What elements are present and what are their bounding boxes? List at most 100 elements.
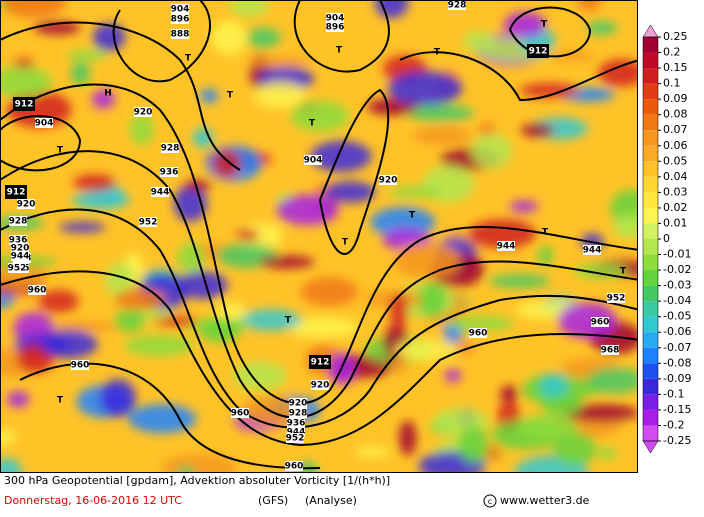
contour <box>1 270 637 447</box>
legend-label: -0.05 <box>663 310 691 323</box>
legend-swatch <box>643 161 658 177</box>
legend-swatch <box>643 192 658 208</box>
legend-label: 0.05 <box>663 154 688 167</box>
label-box <box>497 241 515 251</box>
contour-label: 960 <box>28 286 47 296</box>
field-blob <box>300 277 359 307</box>
contour-label: 968 <box>601 346 620 356</box>
legend-label: -0.09 <box>663 372 691 385</box>
label-box <box>171 29 189 39</box>
contour-label: 960 <box>71 361 90 371</box>
field-blob <box>212 149 241 178</box>
contour-label: 952 <box>139 218 158 228</box>
field-blob <box>588 367 637 394</box>
contour <box>319 88 390 255</box>
contour-label: 920 <box>379 176 398 186</box>
footer-model: (GFS) <box>258 494 288 507</box>
field-blob <box>370 207 436 238</box>
field-blob <box>557 302 617 339</box>
contour-label: 944 <box>151 188 170 198</box>
legend-label: -0.04 <box>663 294 691 307</box>
contour-label: 912 <box>529 47 548 57</box>
field-blob <box>114 309 145 332</box>
legend-swatch <box>643 425 658 441</box>
field-blob <box>597 447 617 460</box>
contour-label: 896 <box>171 15 190 25</box>
legend-label: -0.15 <box>663 403 691 416</box>
label-box <box>160 167 178 177</box>
copyright-c: c <box>488 497 492 506</box>
label-box <box>28 285 46 295</box>
contour-label: 904 <box>326 14 345 24</box>
field-blob <box>393 339 460 361</box>
field-blob <box>70 61 90 86</box>
label-box <box>134 107 152 117</box>
contour-label: 936 <box>9 236 28 246</box>
legend-label: -0.2 <box>663 418 684 431</box>
label-box <box>139 217 157 227</box>
contour-label: 920 <box>17 200 36 210</box>
pressure-center-label: T <box>185 54 192 64</box>
legend-swatch <box>643 223 658 239</box>
pressure-center-label: T <box>227 91 234 101</box>
contour-label: 944 <box>11 252 30 262</box>
legend-label: -0.01 <box>663 248 691 261</box>
field-blob <box>245 56 312 68</box>
label-box <box>286 433 304 443</box>
field-blob <box>239 309 302 331</box>
contour-label: 904 <box>35 119 54 129</box>
field-blob <box>6 390 30 408</box>
legend-swatch <box>643 176 658 193</box>
field-blob <box>310 140 372 172</box>
legend-label: 0.09 <box>663 92 688 105</box>
field-blob <box>519 83 579 98</box>
label-box <box>448 1 466 10</box>
contour <box>293 1 390 73</box>
field-blob <box>286 316 360 338</box>
legend-label: 0.08 <box>663 108 688 121</box>
legend-label: 0.02 <box>663 201 688 214</box>
contours <box>1 1 637 470</box>
pressure-center-label: T <box>541 20 548 30</box>
field-blob <box>393 242 461 278</box>
field-blob <box>577 1 602 12</box>
field-blob <box>105 262 135 298</box>
legend-swatch <box>643 207 658 224</box>
label-box <box>17 199 35 209</box>
label-box <box>583 245 601 255</box>
pressure-center-label: H <box>104 89 112 99</box>
field-blob <box>124 335 194 357</box>
legend-label: 0.03 <box>663 185 688 198</box>
field-blob <box>1 66 52 98</box>
field-blob <box>355 446 390 458</box>
label-box <box>151 187 169 197</box>
legend-swatch <box>643 130 658 146</box>
contour <box>1 115 82 172</box>
contour-label: 960 <box>591 318 610 328</box>
map-frame <box>0 0 638 473</box>
field-blob <box>92 23 126 52</box>
pressure-center-label: T <box>336 46 343 56</box>
legend-swatch <box>643 332 658 348</box>
contour <box>112 1 211 83</box>
pressure-center-label: T <box>57 146 64 156</box>
field-blob <box>129 113 154 145</box>
label-box <box>326 13 344 23</box>
field-blob <box>1 429 17 446</box>
field-blob <box>388 70 463 106</box>
field-blob <box>215 302 247 320</box>
legend-frame <box>642 36 659 442</box>
field-blob <box>246 27 281 48</box>
field-blob <box>177 242 206 273</box>
contour-label: 920 <box>134 108 153 118</box>
contour <box>1 21 241 171</box>
label-box <box>35 118 53 128</box>
field-blob <box>72 191 131 209</box>
contour-label: 928 <box>448 1 467 11</box>
contour-label: 952 <box>8 264 27 274</box>
legend-swatch <box>643 99 658 115</box>
field-blob <box>518 414 578 440</box>
contour-label: 928 <box>9 217 28 227</box>
